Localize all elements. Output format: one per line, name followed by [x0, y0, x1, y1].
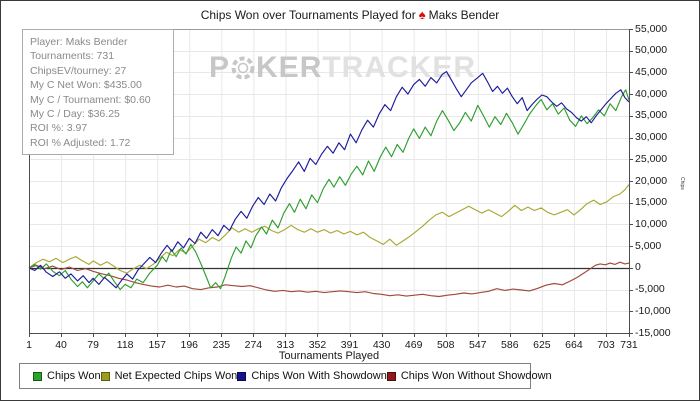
series-line-chips-won — [28, 89, 630, 291]
x-tick-label: 391 — [340, 339, 359, 351]
x-tick-label: 235 — [212, 339, 231, 351]
legend-label: Net Expected Chips Won — [114, 370, 238, 382]
y-tick-label: 45,000 — [635, 65, 668, 78]
legend-label: Chips Won With Showdown — [251, 370, 387, 382]
series-line-chips-won-with-showdown — [28, 71, 630, 289]
y-tick-label: 20,000 — [635, 174, 668, 187]
stat-line: Player: Maks Bender — [30, 36, 128, 48]
x-tick-label: 430 — [372, 339, 391, 351]
stat-line: My C / Tournament: $0.60 — [30, 93, 151, 106]
legend-item: Net Expected Chips Won — [100, 370, 238, 382]
y-tick-label: 10,000 — [635, 217, 668, 230]
legend-box: Chips Won Net Expected Chips Won Chips Won… — [19, 363, 552, 389]
stat-line: My C / Day: $36.25 — [30, 108, 120, 121]
y-tick-label: 55,000 — [635, 22, 668, 35]
x-tick-label: 157 — [148, 339, 166, 351]
x-tick-label: 469 — [404, 339, 423, 351]
stat-line: Tournaments: 731 — [30, 50, 115, 63]
x-tick-label: 625 — [533, 339, 551, 351]
y-tick-label: 50,000 — [635, 44, 668, 57]
y-tick-label: -10,000 — [635, 304, 671, 317]
x-tick-label: 352 — [308, 339, 327, 351]
x-tick-label: 1 — [26, 339, 32, 351]
y-tick-label: -15,000 — [635, 326, 671, 339]
stat-line: ChipsEV/tourney: 27 — [30, 64, 127, 77]
y-tick-label: 25,000 — [635, 152, 668, 165]
stat-line: My C Net Won: $435.00 — [30, 79, 142, 92]
y-tick-label: -5,000 — [635, 283, 665, 296]
series-line-chips-won-without-showdown — [28, 261, 630, 298]
legend-item: Chips Won — [33, 370, 101, 382]
legend-swatch-icon — [237, 371, 247, 381]
x-tick-label: 274 — [244, 339, 263, 351]
legend-swatch-icon — [100, 371, 110, 381]
y-tick-label: 5,000 — [635, 239, 662, 252]
legend-label: Chips Won — [47, 370, 101, 382]
x-tick-label: 79 — [87, 339, 99, 351]
legend-label: Chips Won Without Showdown — [400, 370, 552, 382]
watermark-ker: KER — [256, 51, 323, 84]
y-tick-label: 15,000 — [635, 196, 668, 209]
pokerstars-spade-icon: ♠ — [418, 7, 426, 22]
y-axis-mini-title: Chips — [679, 177, 685, 190]
y-tick-label: 40,000 — [635, 87, 668, 100]
legend-swatch-icon — [33, 371, 42, 381]
x-tick-label: 664 — [565, 339, 583, 351]
x-tick-label: 731 — [620, 339, 638, 351]
poker-chip-icon — [231, 56, 255, 80]
stat-line: ROI %: 3.97 — [30, 122, 88, 135]
chart-title-text: Chips Won over Tournaments Played for — [200, 8, 416, 22]
x-tick-label: 547 — [469, 339, 487, 351]
x-tick-label: 118 — [116, 339, 134, 351]
legend-item: Chips Won With Showdown — [237, 370, 387, 382]
stats-box: Player: Maks Bender Tournaments: 731 Chips… — [22, 29, 174, 155]
legend-swatch-icon — [386, 371, 396, 381]
chart-title: Chips Won over Tournaments Played for ♠ Ma… — [1, 7, 699, 22]
legend-item: Chips Won Without Showdown — [386, 370, 552, 382]
x-tick-label: 196 — [180, 339, 199, 351]
x-tick-label: 40 — [55, 339, 67, 351]
series-line-net-expected-chips-won — [28, 184, 630, 274]
y-tick-label: 30,000 — [635, 131, 668, 144]
x-tick-label: 586 — [501, 339, 519, 351]
chart-title-player: Maks Bender — [428, 8, 500, 22]
x-tick-label: 703 — [597, 339, 615, 351]
x-axis-title: Tournaments Played — [278, 350, 380, 362]
stat-line: ROI % Adjusted: 1.72 — [30, 136, 131, 149]
y-tick-label: 0 — [635, 261, 641, 274]
y-tick-label: 35,000 — [635, 109, 668, 122]
watermark-poker: P KER — [209, 51, 322, 84]
x-tick-label: 508 — [436, 339, 455, 351]
watermark-p: P — [209, 51, 231, 84]
x-tick-label: 313 — [276, 339, 295, 351]
